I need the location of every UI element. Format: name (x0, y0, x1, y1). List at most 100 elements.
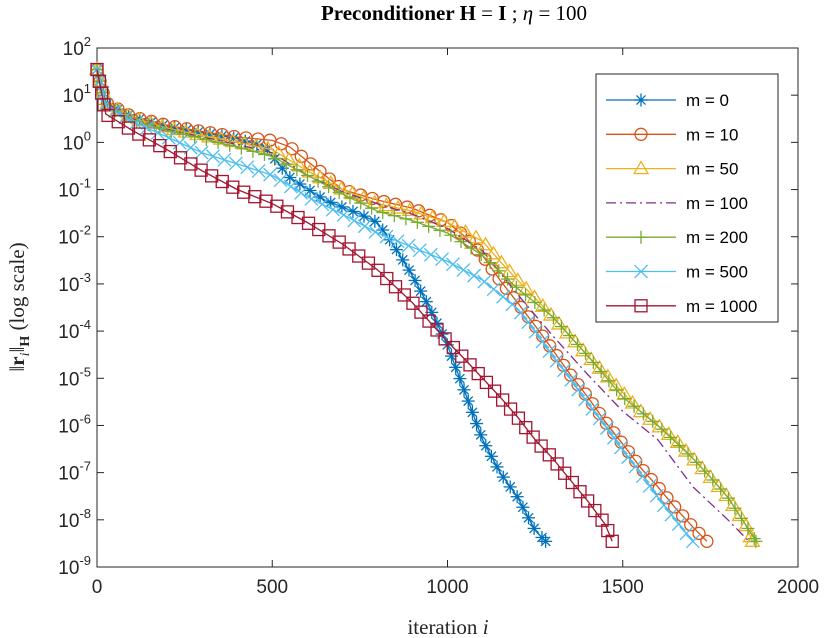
series-0-marker (470, 417, 484, 431)
series-5-marker (172, 135, 187, 150)
y-axis-label: ‖ri‖H (log scale) (5, 242, 33, 371)
series-2-marker (378, 197, 395, 212)
series-0-marker (503, 480, 517, 494)
y-tick-label: 100 (63, 128, 91, 154)
series-4-marker (714, 482, 728, 496)
x-axis-label: iteration i (407, 615, 488, 638)
series-4-marker (618, 392, 632, 406)
legend-marker-2 (632, 160, 650, 175)
series-4-marker (464, 241, 478, 255)
legend-label-3: m = 100 (686, 194, 748, 213)
series-6-marker (371, 263, 385, 277)
series-1-marker (660, 491, 674, 505)
series-4-marker (153, 121, 167, 135)
series-5-marker (613, 440, 628, 455)
series-6-marker (414, 305, 428, 319)
series-0-marker (510, 490, 524, 504)
series-0-marker (396, 253, 410, 267)
series-5-marker (679, 526, 694, 541)
series-6-marker (601, 523, 615, 538)
series-5-marker (283, 179, 298, 194)
series-4-marker (706, 473, 720, 487)
series-4-marker (537, 303, 551, 317)
series-6-marker (463, 358, 477, 372)
series-4-marker (322, 180, 336, 194)
series-6-marker (388, 280, 403, 294)
series-6-marker (361, 256, 376, 270)
series-6-marker (455, 349, 469, 363)
series-5-marker (664, 507, 679, 522)
series-2-marker (457, 223, 474, 238)
series-4-marker (610, 383, 624, 397)
series-2-marker (142, 115, 159, 130)
series-5-marker (128, 116, 143, 130)
series-6-marker (534, 439, 548, 453)
series-4-marker (387, 209, 401, 223)
series-2-marker (467, 229, 485, 244)
series-2-marker (446, 218, 464, 233)
series-5-marker (423, 247, 438, 262)
series-5-marker (571, 382, 586, 397)
series-4-marker (519, 288, 533, 302)
series-2-marker (165, 121, 182, 136)
series-6-marker (550, 457, 564, 471)
series-4-marker (562, 329, 576, 343)
series-4-marker (664, 430, 678, 444)
series-6-marker (342, 242, 356, 256)
legend-box (595, 73, 779, 323)
series-line-3 (96, 69, 750, 542)
y-tick-label: 10-1 (58, 176, 91, 202)
series-2-marker (550, 315, 568, 330)
chart-title: Preconditioner H = I ; η = 100 (321, 1, 587, 25)
series-4-marker (279, 157, 293, 171)
series-4-marker (492, 264, 506, 278)
series-2-marker (477, 236, 494, 251)
series-1-marker (692, 526, 706, 541)
y-tick-label: 10-6 (58, 411, 91, 437)
series-4-marker (246, 144, 260, 158)
series-5-marker (557, 363, 571, 378)
series-2-marker (401, 202, 418, 217)
series-2-marker (558, 324, 576, 339)
series-5-marker (194, 145, 209, 160)
series-5-marker (95, 85, 110, 100)
series-5-marker (139, 120, 154, 135)
series-5-marker (347, 213, 362, 228)
series-5-marker (628, 459, 643, 474)
series-5-marker (401, 238, 416, 253)
series-4-marker (376, 206, 390, 220)
series-5-marker (513, 305, 528, 320)
series-4-marker (698, 464, 712, 478)
series-4-marker (234, 141, 248, 155)
series-0-marker (408, 273, 422, 287)
series-4-marker (546, 311, 560, 325)
series-1-marker (700, 534, 714, 548)
series-2-marker (501, 263, 518, 278)
series-2-marker (509, 272, 526, 287)
series-2-marker (710, 478, 727, 493)
series-2-marker (694, 460, 711, 475)
series-6-marker (438, 332, 452, 346)
series-0-marker (522, 511, 536, 525)
y-tick-label: 10-2 (58, 223, 91, 249)
series-5-marker (294, 185, 309, 200)
series-6-marker (573, 485, 587, 499)
series-6-marker (422, 314, 436, 328)
series-6-marker (406, 296, 420, 310)
series-4-marker (354, 196, 368, 210)
series-5-marker (671, 517, 686, 532)
y-tick-label: 101 (63, 81, 91, 107)
y-tick-label: 10-4 (58, 317, 91, 343)
legend-marker-0 (634, 93, 648, 107)
series-0-marker (516, 500, 530, 514)
series-4-marker (636, 407, 650, 421)
x-tick-label: 0 (92, 577, 103, 598)
series-5-marker (315, 197, 330, 212)
series-4-marker (332, 185, 346, 199)
series-5-marker (549, 353, 564, 368)
y-tick-label: 10-5 (58, 364, 91, 390)
series-6-marker (526, 430, 540, 444)
series-6-marker (558, 466, 572, 480)
series-6-marker (226, 180, 240, 194)
series-5-marker (592, 411, 607, 426)
